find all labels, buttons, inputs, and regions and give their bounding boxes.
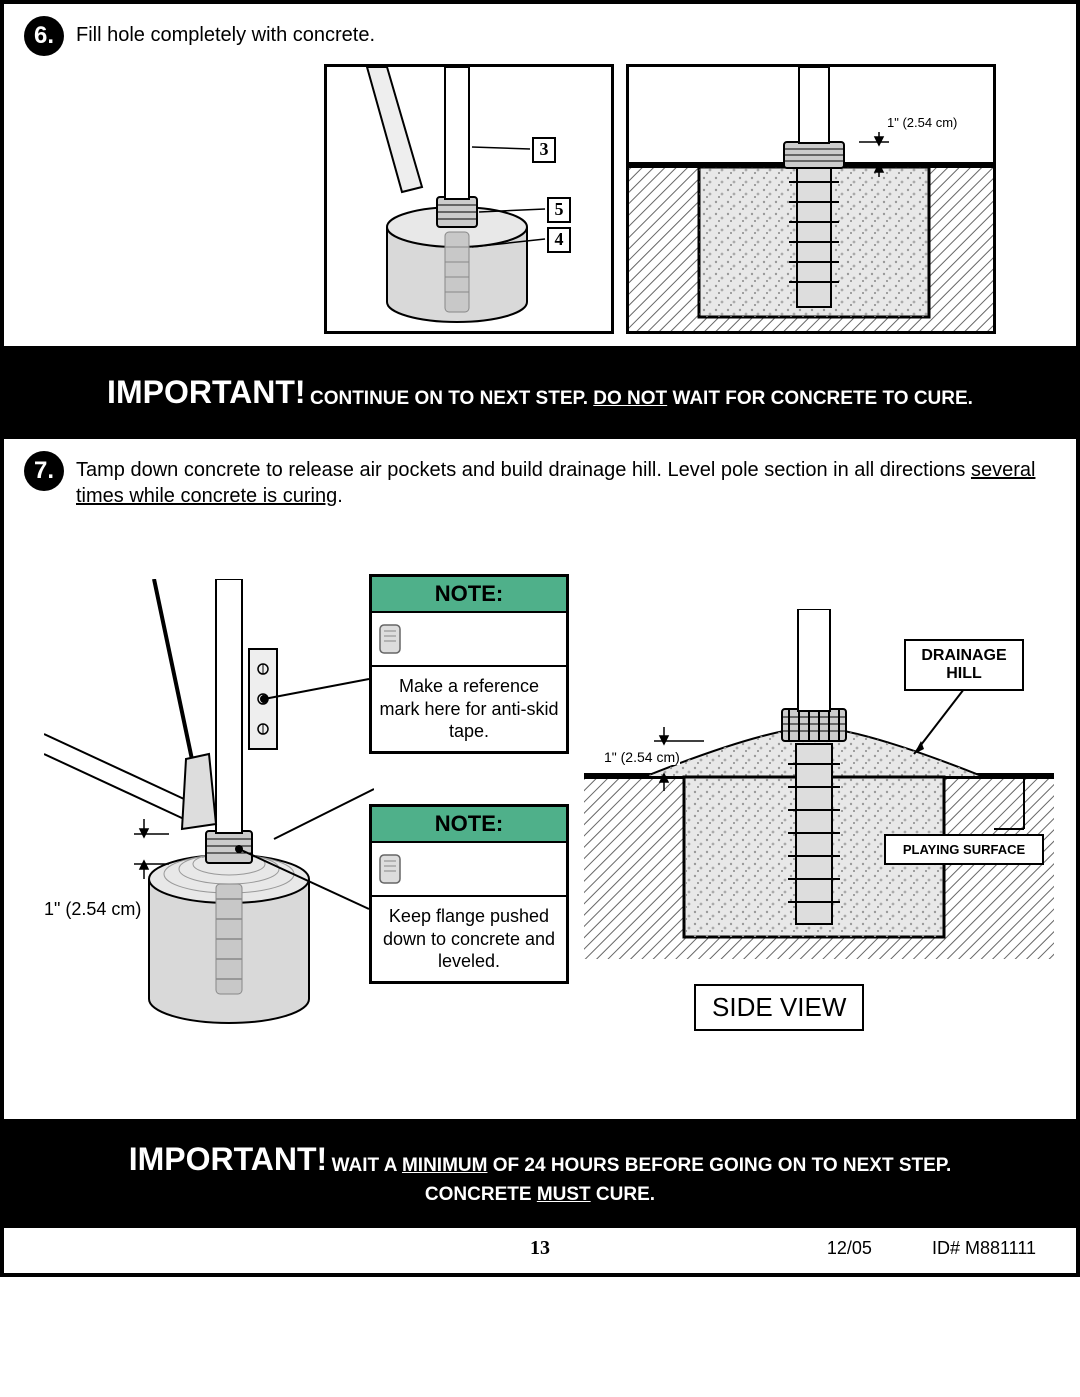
cross-section-illustration [629, 67, 996, 334]
drainage-hill-text: DRAINAGE HILL [921, 647, 1006, 682]
tamp-illustration [44, 579, 374, 1039]
side-view-title: SIDE VIEW [694, 984, 864, 1031]
step-7-diagram-area: 1" (2.54 cm) NOTE: Make a reference mark… [24, 549, 1056, 1089]
banner2-important: IMPORTANT! [129, 1141, 327, 1177]
step-6-section: 6. Fill hole completely with concrete. [4, 4, 1076, 346]
step-7-text: Tamp down concrete to release air pocket… [76, 451, 1056, 509]
dimension-label-1inch: 1" (2.54 cm) [887, 115, 957, 130]
important-banner-1: IMPORTANT! CONTINUE ON TO NEXT STEP. DO … [4, 346, 1076, 439]
scroll-icon [372, 619, 408, 659]
banner1-text-b: WAIT FOR CONCRETE TO CURE. [667, 388, 973, 409]
note1-title: NOTE: [372, 577, 566, 613]
step-6-header: 6. Fill hole completely with concrete. [24, 16, 1056, 56]
banner2-line2-b: CURE. [591, 1184, 655, 1205]
callout-4: 4 [547, 227, 571, 253]
step7-text-a: Tamp down concrete to release air pocket… [76, 459, 971, 481]
page-number: 13 [530, 1237, 550, 1260]
step-6-diagram-left: 3 5 4 [324, 64, 614, 334]
note2-body: Keep flange pushed down to concrete and … [372, 897, 566, 981]
banner1-text-u: DO NOT [593, 388, 667, 409]
banner2-line2-a: CONCRETE [425, 1184, 537, 1205]
playing-surface-text: PLAYING SURFACE [903, 842, 1025, 857]
scroll-icon [372, 849, 408, 889]
step-7-side-view: 1" (2.54 cm) DRAINAGE HILL PLAYING SURFA… [584, 609, 1054, 1029]
page-footer: 13 12/05 ID# M881111 [4, 1228, 1076, 1273]
step-6-diagrams: 3 5 4 [324, 64, 1056, 334]
note2-icon-row [372, 843, 566, 897]
drainage-hill-label: DRAINAGE HILL [904, 639, 1024, 691]
footer-date: 12/05 [827, 1238, 872, 1259]
step-7-left-diagram: 1" (2.54 cm) [44, 579, 374, 1039]
side-view-dim-label: 1" (2.54 cm) [604, 749, 680, 765]
step-6-text: Fill hole completely with concrete. [76, 16, 375, 48]
step7-text-b: . [337, 485, 343, 507]
banner1-important: IMPORTANT! [107, 374, 305, 410]
banner2-line1-u: MINIMUM [402, 1155, 487, 1176]
callout-3: 3 [532, 137, 556, 163]
note-box-2: NOTE: Keep flange pushed down to concret… [369, 804, 569, 984]
step-7-header: 7. Tamp down concrete to release air poc… [24, 451, 1056, 509]
callout-5: 5 [547, 197, 571, 223]
step-6-number: 6. [24, 16, 64, 56]
banner2-line2-u: MUST [537, 1184, 591, 1205]
step-7-number: 7. [24, 451, 64, 491]
instruction-page: 6. Fill hole completely with concrete. [0, 0, 1080, 1277]
playing-surface-label: PLAYING SURFACE [884, 834, 1044, 865]
banner2-line1-a: WAIT A [332, 1155, 402, 1176]
footer-id: ID# M881111 [932, 1238, 1036, 1259]
important-banner-2: IMPORTANT! WAIT A MINIMUM OF 24 HOURS BE… [4, 1119, 1076, 1228]
note1-icon-row [372, 613, 566, 667]
note2-title: NOTE: [372, 807, 566, 843]
side-view-title-wrap: SIDE VIEW [694, 984, 864, 1031]
banner1-text-a: CONTINUE ON TO NEXT STEP. [310, 388, 593, 409]
step-7-section: 7. Tamp down concrete to release air poc… [4, 439, 1076, 1119]
step-6-diagram-right: 1" (2.54 cm) [626, 64, 996, 334]
dimension-label-step7: 1" (2.54 cm) [44, 899, 141, 920]
note1-body: Make a reference mark here for anti-skid… [372, 667, 566, 751]
banner2-line1-b: OF 24 HOURS BEFORE GOING ON TO NEXT STEP… [487, 1155, 951, 1176]
note-box-1: NOTE: Make a reference mark here for ant… [369, 574, 569, 754]
